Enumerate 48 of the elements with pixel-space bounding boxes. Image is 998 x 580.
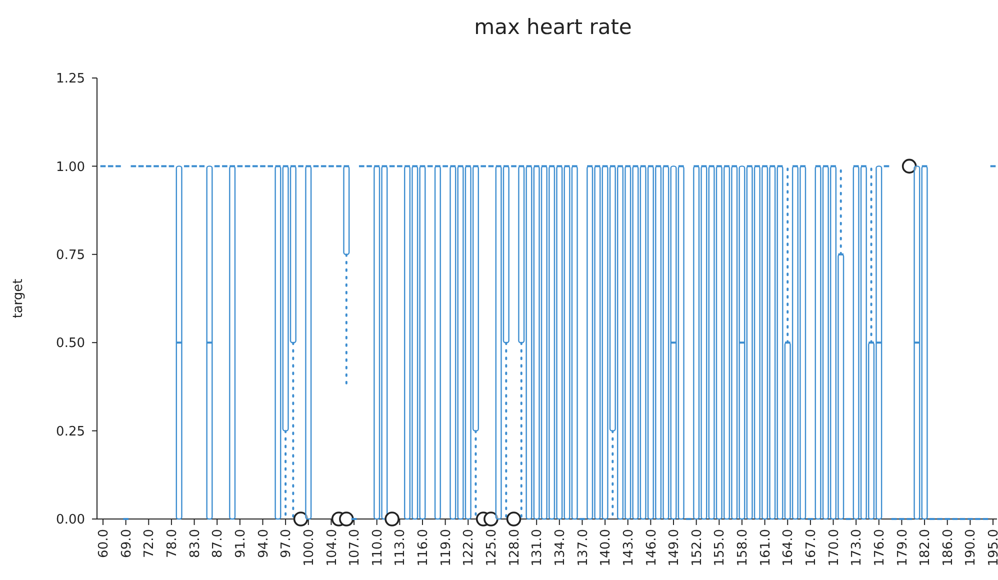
x-tick-label: 173.0 [850, 529, 865, 566]
x-tick-label: 146.0 [644, 529, 660, 566]
x-tick-label: 83.0 [188, 529, 203, 558]
x-tick-label: 164.0 [781, 529, 796, 566]
x-tick-label: 152.0 [690, 529, 705, 566]
x-tick-label: 149.0 [667, 529, 682, 566]
x-tick-label: 94.0 [256, 529, 272, 558]
x-tick-label: 72.0 [142, 529, 158, 558]
x-tick-label: 100.0 [302, 529, 317, 566]
x-tick-label: 78.0 [165, 529, 180, 558]
x-tick-label: 91.0 [233, 529, 248, 558]
x-tick-label: 87.0 [210, 529, 226, 558]
x-tick-label: 131.0 [530, 529, 546, 566]
y-tick-label: 0.25 [56, 424, 85, 440]
x-tick-label: 122.0 [462, 529, 477, 566]
x-tick-label: 69.0 [119, 529, 134, 558]
x-tick-label: 125.0 [484, 529, 500, 566]
y-tick-label: 1.25 [56, 72, 85, 87]
y-tick-label: 0.00 [56, 512, 85, 528]
chart-title: max heart rate [474, 15, 632, 39]
x-tick-label: 190.0 [964, 529, 979, 566]
x-tick-label: 110.0 [370, 529, 386, 566]
x-tick-label: 107.0 [348, 529, 363, 566]
x-tick-label: 161.0 [758, 529, 774, 566]
x-tick-label: 140.0 [598, 529, 614, 566]
x-tick-label: 170.0 [826, 529, 842, 566]
y-tick-label: 0.75 [56, 248, 85, 263]
x-tick-label: 60.0 [96, 529, 112, 558]
y-tick-label: 1.00 [56, 160, 85, 175]
x-tick-label: 158.0 [736, 529, 751, 566]
y-tick-label: 0.50 [56, 336, 85, 352]
x-tick-label: 143.0 [621, 529, 636, 566]
x-tick-label: 97.0 [279, 529, 294, 558]
x-tick-label: 116.0 [416, 529, 432, 566]
y-axis-title: target [11, 278, 26, 318]
x-tick-label: 128.0 [507, 529, 522, 566]
x-tick-label: 195.0 [986, 529, 998, 566]
x-tick-label: 186.0 [940, 529, 956, 566]
x-tick-label: 176.0 [872, 529, 888, 566]
x-tick-label: 104.0 [324, 529, 340, 566]
x-tick-label: 134.0 [552, 529, 568, 566]
x-tick-label: 113.0 [393, 529, 408, 566]
x-tick-label: 182.0 [918, 529, 934, 566]
x-tick-label: 119.0 [438, 529, 454, 566]
x-tick-label: 179.0 [895, 529, 910, 566]
x-tick-label: 167.0 [804, 529, 819, 566]
x-tick-label: 155.0 [712, 529, 728, 566]
x-tick-label: 137.0 [576, 529, 591, 566]
